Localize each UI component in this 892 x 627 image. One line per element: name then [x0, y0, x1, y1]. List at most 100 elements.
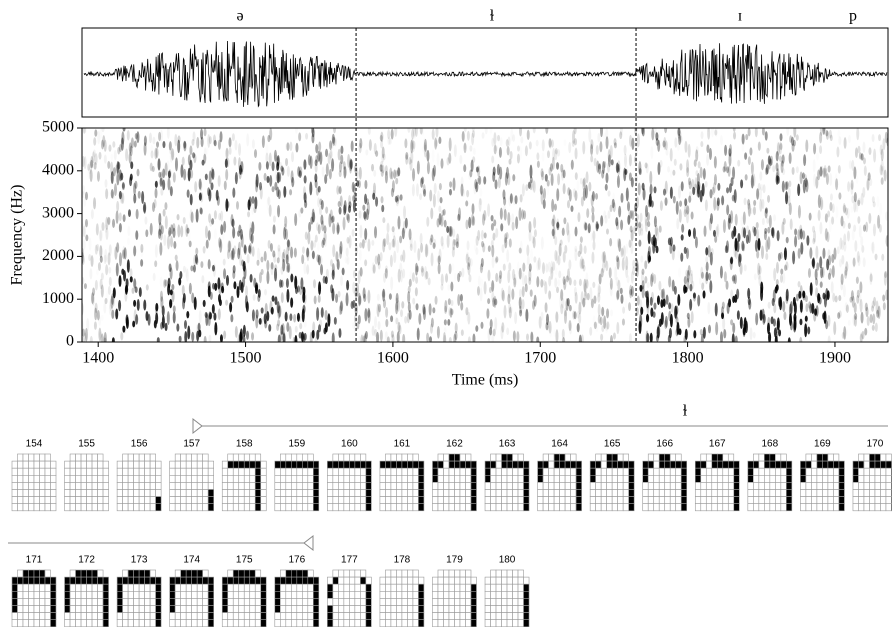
- spectral-blob: [500, 223, 504, 232]
- spectral-blob: [706, 154, 710, 166]
- spectral-blob: [748, 299, 752, 310]
- spectral-blob: [652, 311, 656, 318]
- epg-cell: [448, 590, 455, 599]
- epg-cell: [758, 489, 765, 497]
- epg-cell: [611, 474, 618, 483]
- epg-cell: [238, 467, 245, 476]
- spectral-blob: [335, 251, 339, 262]
- spectral-blob: [479, 263, 483, 274]
- spectral-blob: [505, 232, 509, 240]
- spectral-blob: [808, 301, 812, 309]
- spectral-blob: [772, 289, 776, 303]
- spectral-blob: [492, 297, 496, 307]
- spectral-blob: [96, 170, 100, 182]
- epg-cell: [838, 460, 845, 469]
- epg-cell: [733, 460, 740, 469]
- epg-cell: [274, 590, 281, 599]
- spectral-blob: [715, 125, 718, 137]
- spectral-blob: [568, 304, 572, 312]
- spectral-blob: [301, 254, 305, 265]
- epg-cell: [86, 605, 93, 613]
- spectral-blob: [653, 302, 657, 310]
- epg-cell: [301, 576, 309, 585]
- epg-cell: [465, 590, 472, 599]
- epg-cell: [869, 482, 876, 490]
- epg-cell: [22, 569, 29, 578]
- epg-cell: [332, 496, 339, 505]
- spectral-blob: [781, 154, 785, 164]
- spectral-blob: [208, 188, 212, 200]
- spectral-blob: [664, 315, 668, 328]
- spectral-blob: [391, 180, 395, 193]
- spectral-blob: [121, 181, 125, 189]
- epg-cell: [753, 453, 760, 462]
- spectral-blob: [154, 147, 158, 160]
- spectral-blob: [264, 302, 268, 315]
- epg-cell: [385, 503, 392, 512]
- epg-cell: [249, 453, 256, 462]
- spectral-blob: [381, 290, 385, 298]
- epg-cell: [343, 460, 350, 469]
- epg-cell: [379, 460, 386, 469]
- spectral-blob: [759, 187, 763, 201]
- epg-cell: [379, 467, 386, 476]
- spectral-blob: [495, 256, 499, 263]
- spectral-blob: [501, 244, 505, 254]
- spectral-blob: [225, 198, 229, 212]
- epg-cell: [833, 496, 840, 505]
- spectral-blob: [641, 268, 645, 275]
- epg-cell: [202, 503, 209, 512]
- spectral-blob: [574, 291, 578, 304]
- epg-cell: [221, 590, 229, 599]
- spectral-blob: [877, 305, 881, 319]
- epg-cell: [459, 474, 466, 483]
- epg-cell: [191, 576, 198, 585]
- epg-cell: [523, 467, 530, 476]
- spectral-blob: [236, 285, 240, 299]
- epg-cell: [327, 612, 334, 620]
- spectral-blob: [337, 200, 341, 208]
- epg-cell: [454, 576, 461, 585]
- spectral-blob: [859, 289, 862, 302]
- epg-cell: [221, 489, 229, 497]
- spectral-blob: [377, 261, 381, 270]
- epg-cell: [622, 467, 629, 476]
- epg-cell: [506, 598, 513, 606]
- epg-cell: [17, 503, 24, 512]
- spectral-blob: [172, 223, 176, 232]
- spectral-blob: [314, 234, 318, 243]
- spectral-blob: [862, 141, 866, 153]
- epg-cell: [254, 482, 262, 490]
- spectral-blob: [471, 128, 475, 133]
- epg-cell: [169, 598, 176, 606]
- spectral-blob: [336, 185, 340, 195]
- spectral-blob: [180, 164, 184, 178]
- epg-cell: [102, 482, 109, 490]
- epg-cell: [869, 467, 876, 476]
- spectral-blob: [747, 199, 751, 206]
- spectral-blob: [573, 311, 577, 320]
- epg-cell: [327, 503, 334, 512]
- epg-cell: [180, 598, 187, 606]
- spectral-blob: [120, 331, 124, 341]
- spectral-blob: [675, 316, 679, 324]
- epg-cell: [169, 503, 176, 512]
- epg-cell: [307, 583, 314, 592]
- epg-cell: [301, 467, 309, 476]
- epg-cell: [800, 460, 807, 469]
- epg-cell: [155, 598, 162, 606]
- spectral-blob: [169, 186, 173, 197]
- spectral-blob: [463, 142, 467, 154]
- epg-cell: [238, 598, 245, 606]
- epg-cell: [437, 612, 444, 620]
- epg-cell: [437, 467, 444, 476]
- spectral-blob: [817, 194, 821, 209]
- epg-cell: [11, 576, 18, 585]
- epg-cell: [418, 496, 425, 505]
- spectral-blob: [637, 182, 641, 196]
- spectral-blob: [668, 275, 672, 288]
- spectral-blob: [298, 170, 302, 178]
- spectral-blob: [82, 336, 85, 342]
- epg-cell: [185, 460, 192, 469]
- epg-cell: [484, 576, 491, 585]
